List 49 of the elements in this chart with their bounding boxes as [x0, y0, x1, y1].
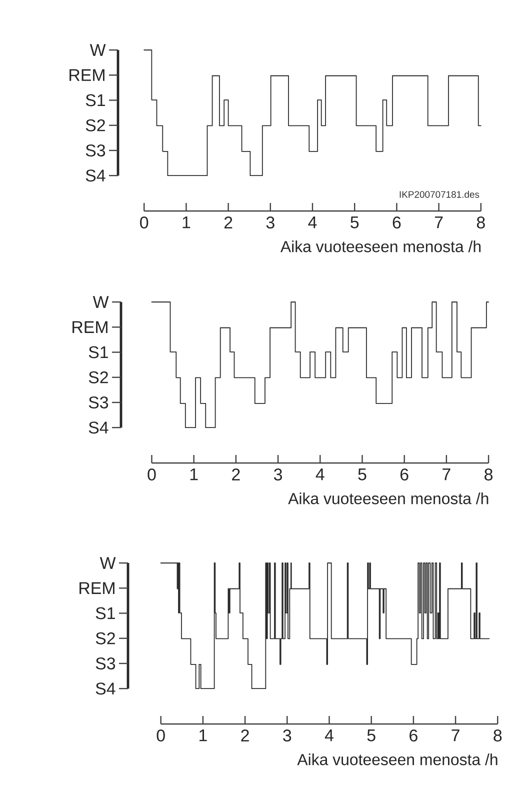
x-tick-label: 4: [324, 730, 334, 742]
text: S4: [86, 170, 106, 182]
x-tick-label: 8: [476, 216, 485, 229]
x-tick-label: 8: [484, 468, 493, 481]
x-axis-title: Aika vuoteeseen menosta /h: [288, 492, 488, 504]
x-tick-label: 5: [350, 216, 359, 228]
text: W: [100, 557, 116, 569]
x-tick-label: 0: [140, 216, 148, 229]
text: S3: [88, 396, 108, 408]
x-tick-label: 3: [266, 216, 274, 229]
text: S4: [96, 682, 116, 695]
x-tick-label: 5: [367, 730, 376, 742]
text: W: [90, 44, 106, 56]
x-tick-label: 2: [232, 468, 240, 480]
x-axis-title: Aika vuoteeseen menosta /h: [280, 240, 481, 252]
text: W: [92, 296, 109, 308]
x-tick-label: 4: [316, 468, 324, 480]
text: REM: [70, 69, 104, 81]
x-tick-label: 0: [156, 730, 165, 742]
text: S2: [86, 119, 105, 132]
x-tick-label: 8: [494, 730, 502, 742]
x-tick-label: 3: [283, 730, 292, 742]
x-tick-label: 1: [182, 216, 190, 228]
text: S1: [96, 607, 115, 620]
x-axis-title: Aika vuoteeseen menosta /h: [297, 754, 498, 766]
text: REM: [80, 582, 114, 594]
x-tick-label: 1: [200, 730, 207, 742]
x-tick-label: 6: [400, 468, 408, 481]
x-tick-label: 7: [434, 216, 443, 228]
x-tick-label: 3: [274, 468, 282, 481]
text: S1: [86, 94, 105, 106]
annotation: IKP200707181.des: [400, 190, 480, 198]
x-tick-label: 7: [442, 468, 450, 480]
x-tick-label: 6: [392, 216, 401, 229]
text: S2: [88, 371, 108, 384]
x-tick-label: 6: [410, 730, 418, 742]
text: S1: [88, 346, 108, 358]
text: S4: [88, 422, 108, 434]
text: S2: [96, 632, 115, 644]
text: S3: [86, 144, 106, 156]
x-tick-label: 7: [452, 730, 460, 742]
x-tick-label: 0: [148, 468, 156, 481]
x-tick-label: 1: [190, 468, 198, 480]
x-tick-label: 2: [224, 216, 232, 228]
x-tick-label: 4: [308, 216, 317, 228]
text: S3: [96, 657, 116, 670]
x-tick-label: 5: [358, 468, 366, 480]
x-tick-label: 2: [241, 730, 249, 742]
text: REM: [72, 321, 108, 333]
